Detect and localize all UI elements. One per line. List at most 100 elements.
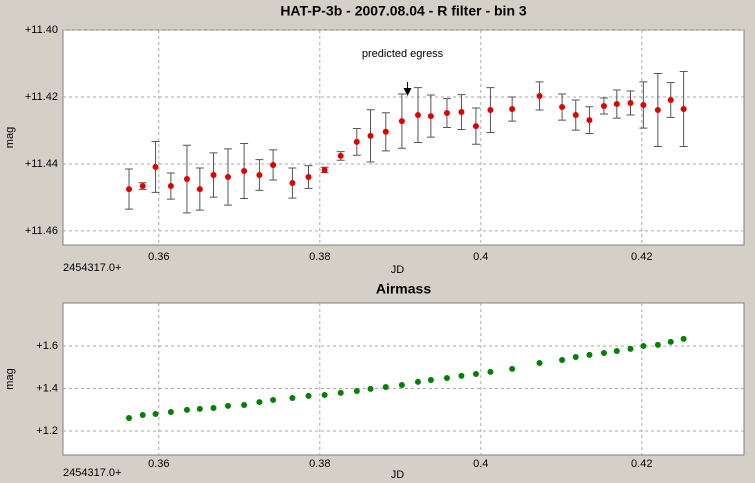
data-point <box>680 335 687 342</box>
x-tick-label: 0.42 <box>631 251 652 263</box>
data-point <box>654 107 661 114</box>
data-point <box>337 389 344 396</box>
data-point <box>443 110 450 117</box>
data-point <box>600 103 607 110</box>
data-point <box>414 112 421 119</box>
data-point <box>509 365 516 372</box>
data-point <box>305 174 312 181</box>
data-point <box>367 132 374 139</box>
data-point <box>183 406 190 413</box>
data-point <box>398 118 405 125</box>
y-axis-label: mag <box>4 368 16 389</box>
data-point <box>367 385 374 392</box>
data-point <box>627 345 634 352</box>
data-point <box>427 113 434 120</box>
data-point <box>398 382 405 389</box>
data-point <box>600 349 607 356</box>
chart-title: HAT-P-3b - 2007.08.04 - R filter - bin 3 <box>280 3 527 19</box>
data-point <box>126 186 133 193</box>
data-point <box>654 341 661 348</box>
data-point <box>613 101 620 108</box>
data-point <box>225 402 232 409</box>
data-point <box>241 167 248 174</box>
x-tick-label: 0.36 <box>148 458 169 470</box>
data-point <box>627 100 634 107</box>
annotation-arrowhead <box>403 88 412 96</box>
data-point <box>196 405 203 412</box>
x-tick-label: 0.36 <box>148 251 169 263</box>
data-point <box>559 356 566 363</box>
data-point <box>139 412 146 419</box>
data-point <box>458 372 465 379</box>
data-point <box>487 107 494 114</box>
chart-title: Airmass <box>376 281 431 297</box>
y-tick-label: +11.42 <box>25 91 58 103</box>
data-point <box>289 180 296 187</box>
data-point <box>640 342 647 349</box>
data-point <box>152 163 159 170</box>
data-point <box>321 392 328 399</box>
data-point <box>167 183 174 190</box>
data-point <box>225 174 232 181</box>
data-point <box>536 359 543 366</box>
data-point <box>289 395 296 402</box>
x-axis-label: JD <box>391 264 405 276</box>
data-point <box>152 410 159 417</box>
data-point <box>613 348 620 355</box>
data-point <box>586 117 593 124</box>
y-tick-label: +11.40 <box>25 24 58 36</box>
x-tick-label: 0.42 <box>631 458 652 470</box>
data-point <box>210 172 217 179</box>
x-offset-label: 2454317.0+ <box>63 467 121 479</box>
data-point <box>305 392 312 399</box>
data-point <box>640 102 647 109</box>
y-tick-label: +11.44 <box>25 158 58 170</box>
data-point <box>256 172 263 179</box>
data-point <box>241 402 248 409</box>
x-tick-label: 0.38 <box>309 251 330 263</box>
data-point <box>509 106 516 113</box>
data-point <box>572 353 579 360</box>
data-point <box>536 92 543 99</box>
y-tick-label: +11.46 <box>25 225 58 237</box>
data-point <box>196 186 203 193</box>
data-point <box>443 375 450 382</box>
x-tick-label: 0.4 <box>473 251 488 263</box>
annotation: predicted egress <box>362 48 444 60</box>
y-tick-label: +1.4 <box>36 382 58 394</box>
data-point <box>270 396 277 403</box>
data-point <box>487 368 494 375</box>
data-point <box>414 378 421 385</box>
data-point <box>126 415 133 422</box>
data-point <box>472 371 479 378</box>
x-tick-label: 0.4 <box>473 458 488 470</box>
data-point <box>586 351 593 358</box>
y-axis-label: mag <box>4 127 16 148</box>
data-point <box>321 166 328 173</box>
x-tick-label: 0.38 <box>309 458 330 470</box>
y-tick-label: +1.6 <box>36 340 58 352</box>
plot-area <box>62 29 745 246</box>
x-offset-label: 2454317.0+ <box>63 262 121 274</box>
data-point <box>139 183 146 190</box>
data-point <box>458 109 465 116</box>
plot-area <box>62 302 745 456</box>
data-point <box>559 104 566 111</box>
data-point <box>427 376 434 383</box>
data-point <box>382 383 389 390</box>
data-point <box>183 176 190 183</box>
data-point <box>667 338 674 345</box>
data-point <box>353 138 360 145</box>
data-point <box>353 388 360 395</box>
data-point <box>210 405 217 412</box>
data-point <box>572 112 579 119</box>
data-point <box>382 128 389 135</box>
data-point <box>337 152 344 159</box>
data-point <box>270 161 277 168</box>
y-tick-label: +1.2 <box>36 425 58 437</box>
data-point <box>472 123 479 130</box>
data-point <box>167 409 174 416</box>
data-point <box>256 399 263 406</box>
